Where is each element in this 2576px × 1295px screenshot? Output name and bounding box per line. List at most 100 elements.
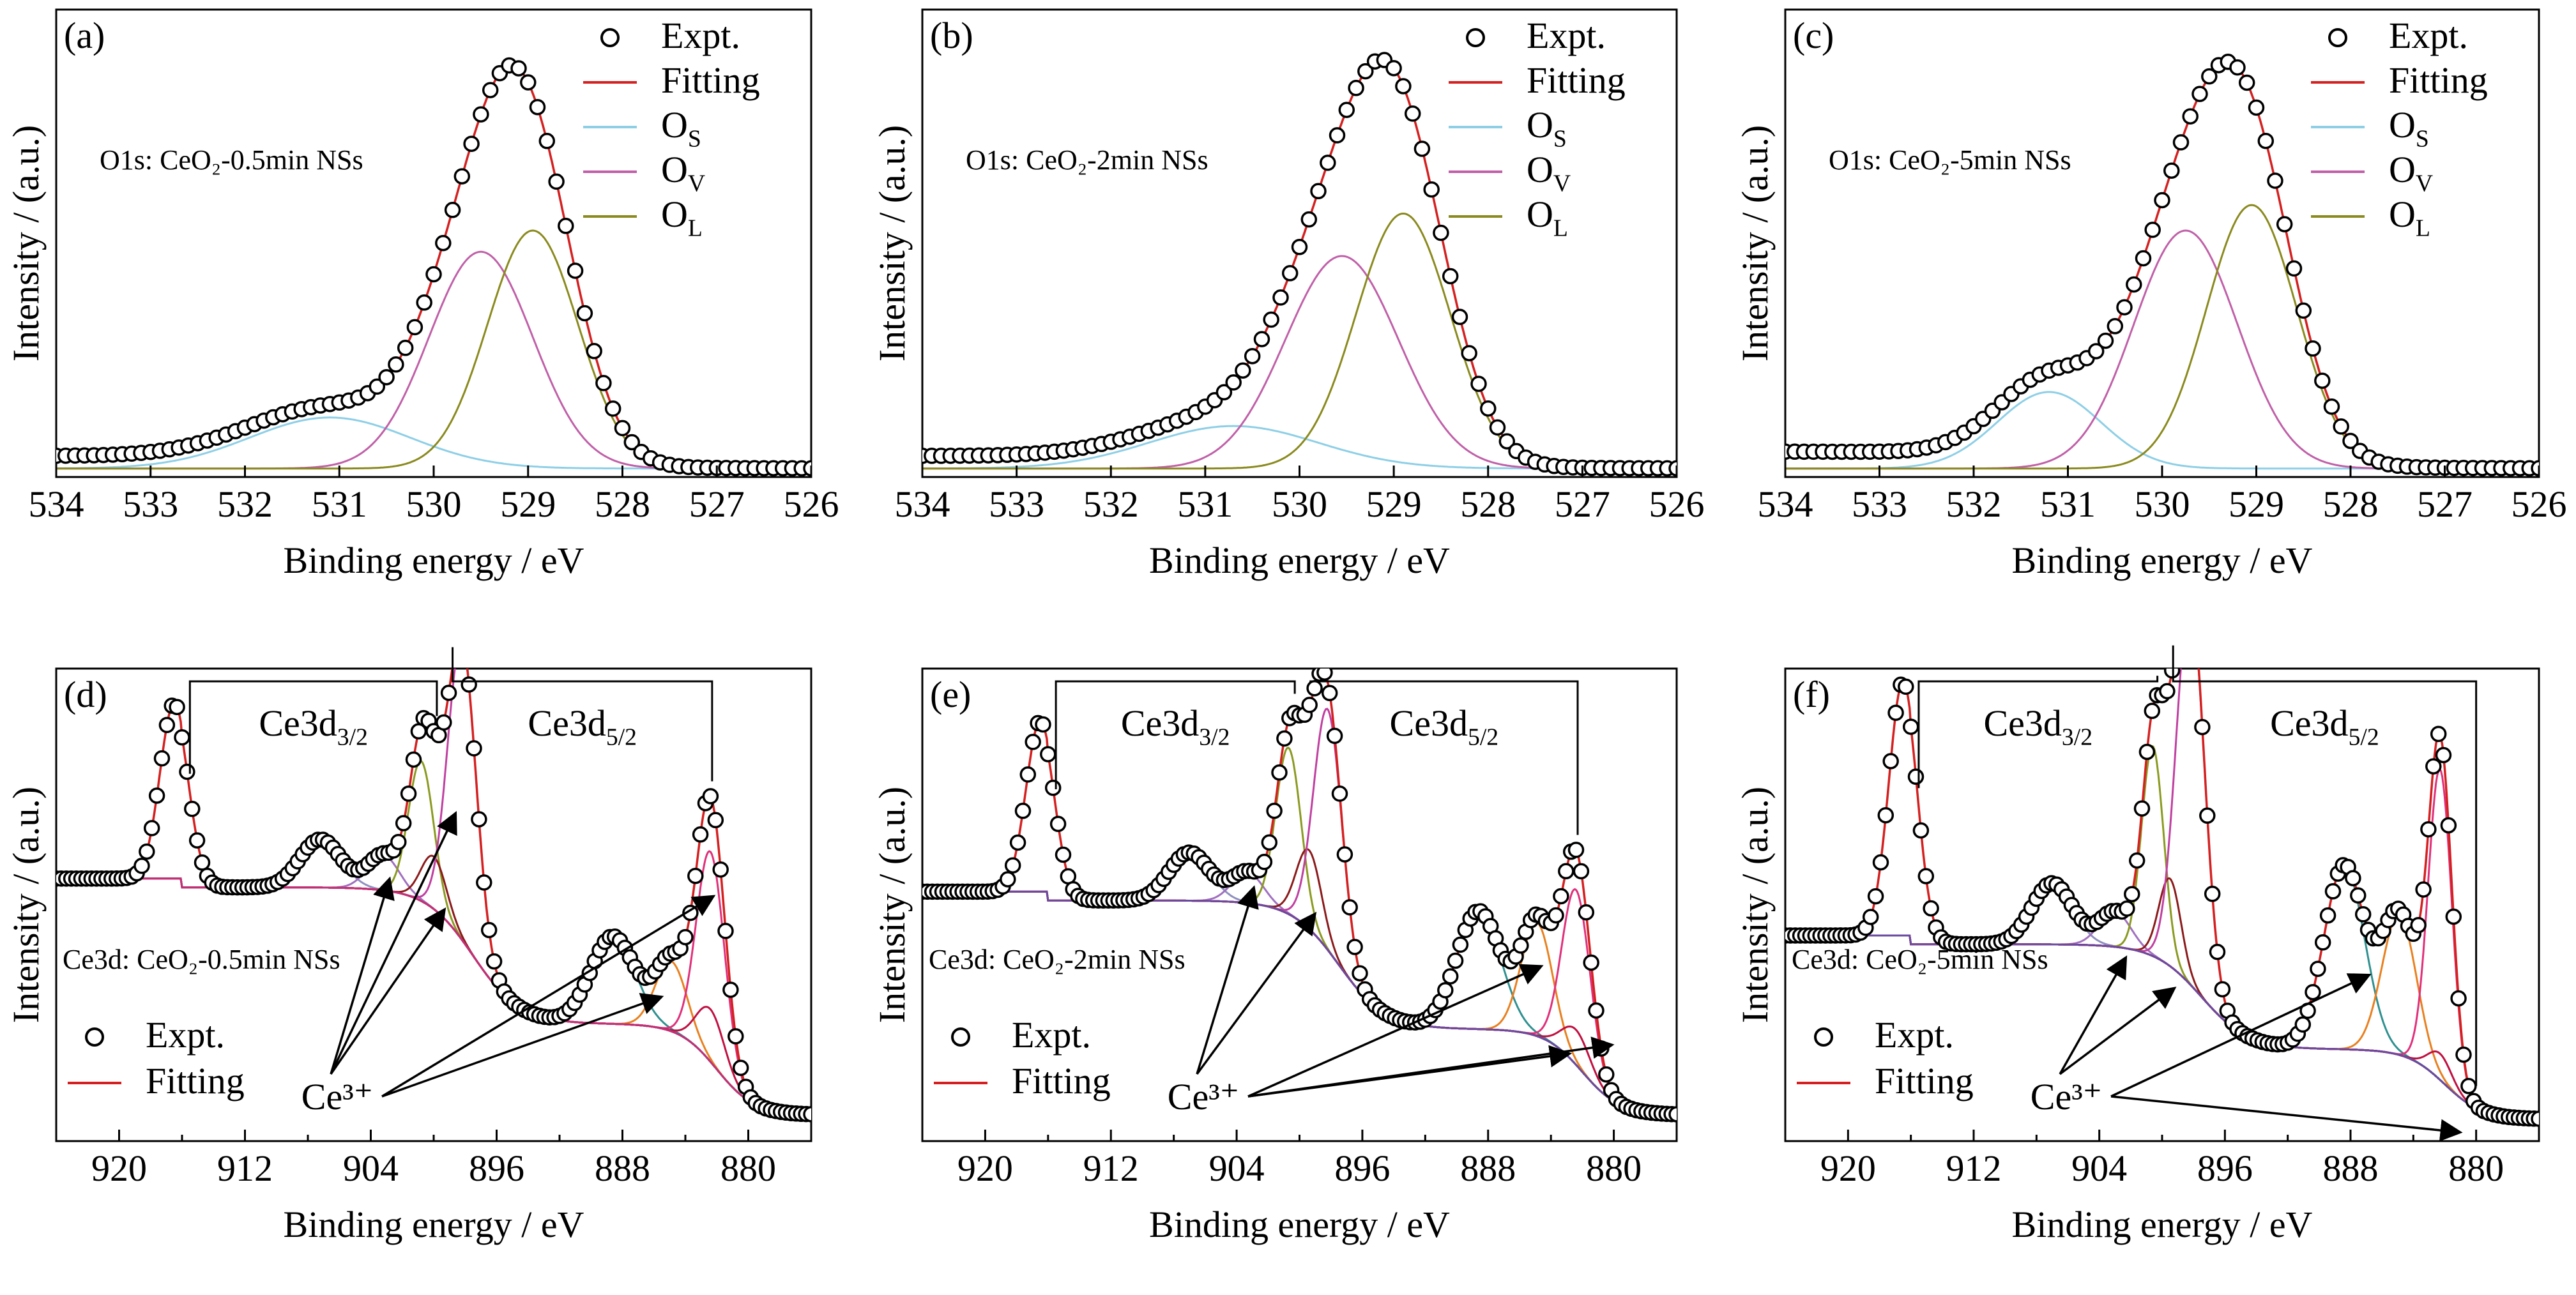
expt-point — [2305, 340, 2321, 357]
x-tick-label: 896 — [1334, 1147, 1390, 1189]
panel-label: (d) — [64, 674, 107, 715]
expt-point — [510, 60, 527, 77]
x-tick-label: 530 — [2135, 483, 2190, 525]
expt-point — [558, 218, 574, 234]
x-tick-label: 529 — [1366, 483, 1422, 525]
expt-point — [1404, 105, 1421, 122]
expt-point — [1044, 779, 1062, 796]
plot-area — [56, 669, 811, 1123]
legend-label: Fitting — [1875, 1060, 1974, 1102]
legend-label: Expt. — [1527, 15, 1606, 56]
expt-point — [143, 820, 160, 837]
legend-label: Expt. — [661, 15, 740, 56]
expt-point — [2257, 132, 2275, 149]
expt-point — [139, 843, 155, 860]
sample-annotation: Ce3d: CeO₂-5min NSs — [1792, 944, 2048, 975]
expt-point — [1014, 803, 1032, 819]
expt-point — [390, 833, 407, 851]
x-tick-label: 534 — [895, 483, 950, 525]
expt-point — [2191, 86, 2208, 102]
y-axis-label: Intensity / (a.u.) — [5, 125, 47, 361]
expt-point — [702, 788, 719, 805]
expt-point — [2460, 1078, 2477, 1094]
expt-point — [1917, 868, 1935, 884]
expt-point — [2531, 460, 2539, 477]
expt-point — [1004, 857, 1021, 874]
expt-point — [2163, 669, 2181, 679]
expt-point — [466, 740, 482, 757]
expt-point — [395, 815, 412, 831]
sample-annotation: O1s: CeO₂-0.5min NSs — [100, 144, 363, 176]
sample-annotation: O1s: CeO₂-2min NSs — [966, 144, 1208, 176]
expt-point — [485, 953, 503, 970]
expt-point — [1513, 937, 1529, 954]
x-tick-label: 534 — [1758, 483, 1813, 525]
panel-a: 534 533 532 531 530 529 528 527 526 Binding energ… — [5, 8, 839, 581]
x-tick-label: 526 — [784, 483, 839, 525]
x-tick-label: 533 — [123, 483, 178, 525]
x-tick-label: 912 — [1946, 1147, 2002, 1189]
expt-point — [476, 874, 492, 891]
ce3-label: Ce³⁺ — [1168, 1076, 1239, 1117]
expt-point — [2128, 852, 2145, 869]
expt-point — [803, 460, 811, 477]
ce3-arrow — [330, 876, 395, 1075]
expt-point — [2154, 192, 2170, 209]
expt-point — [1902, 718, 1919, 735]
x-tick-label: 920 — [91, 1147, 147, 1189]
expt-point — [1025, 734, 1041, 750]
x-tick-label: 530 — [1272, 483, 1327, 525]
legend-label: OL — [661, 193, 703, 242]
expt-point — [1451, 308, 1468, 326]
expt-point — [444, 202, 461, 218]
panel-c: 534 533 532 531 530 529 528 527 526 Binding energ… — [1734, 8, 2567, 581]
expt-point — [2305, 983, 2321, 1001]
background-curve — [1785, 934, 2539, 1120]
group-label: Ce3d3/2 — [1121, 702, 1230, 751]
x-tick-label: 526 — [2511, 483, 2567, 525]
expt-point — [576, 305, 593, 322]
expt-point — [2295, 302, 2312, 319]
ce3-arrow — [2110, 973, 2372, 1098]
x-tick-label: 531 — [2040, 483, 2096, 525]
panel-label: (f) — [1793, 674, 1830, 715]
expt-point — [184, 800, 201, 817]
expt-point — [169, 699, 185, 715]
expt-point — [480, 921, 498, 939]
expt-point — [586, 343, 602, 360]
expt-point — [2345, 870, 2361, 886]
expt-point — [2182, 108, 2199, 125]
x-tick-label: 880 — [2448, 1147, 2504, 1189]
ce3-arrow — [1196, 885, 1259, 1075]
expt-point — [1433, 224, 1449, 241]
expt-point — [435, 234, 452, 252]
expt-point — [1216, 384, 1233, 401]
fitting-curve — [1785, 60, 2539, 470]
expt-point — [2314, 372, 2331, 389]
expt-point — [2170, 628, 2184, 642]
expt-point — [2342, 432, 2359, 450]
expt-point — [482, 82, 499, 98]
expt-point — [1316, 669, 1333, 681]
expt-point — [133, 858, 150, 874]
expt-point — [1593, 1040, 1610, 1057]
expt-point — [1357, 63, 1374, 80]
group-label: Ce3d5/2 — [528, 702, 637, 751]
expt-point — [1320, 155, 1336, 171]
legend-label: Fitting — [661, 59, 760, 101]
expt-point — [1882, 753, 1899, 769]
ce3-arrow — [2059, 955, 2128, 1075]
x-tick-label: 888 — [595, 1147, 650, 1189]
expt-point — [2323, 398, 2340, 415]
expt-point — [1437, 981, 1454, 999]
expt-point — [2450, 990, 2467, 1007]
expt-point — [1331, 785, 1348, 802]
x-tick-label: 888 — [1460, 1147, 1516, 1189]
expt-point — [2248, 99, 2265, 116]
expt-point — [595, 375, 612, 391]
x-tick-label: 527 — [1555, 483, 1610, 525]
panel-label: (a) — [64, 15, 105, 56]
expt-point — [1395, 78, 1412, 95]
ce3-arrow — [2059, 987, 2177, 1075]
expt-point — [2204, 886, 2221, 902]
